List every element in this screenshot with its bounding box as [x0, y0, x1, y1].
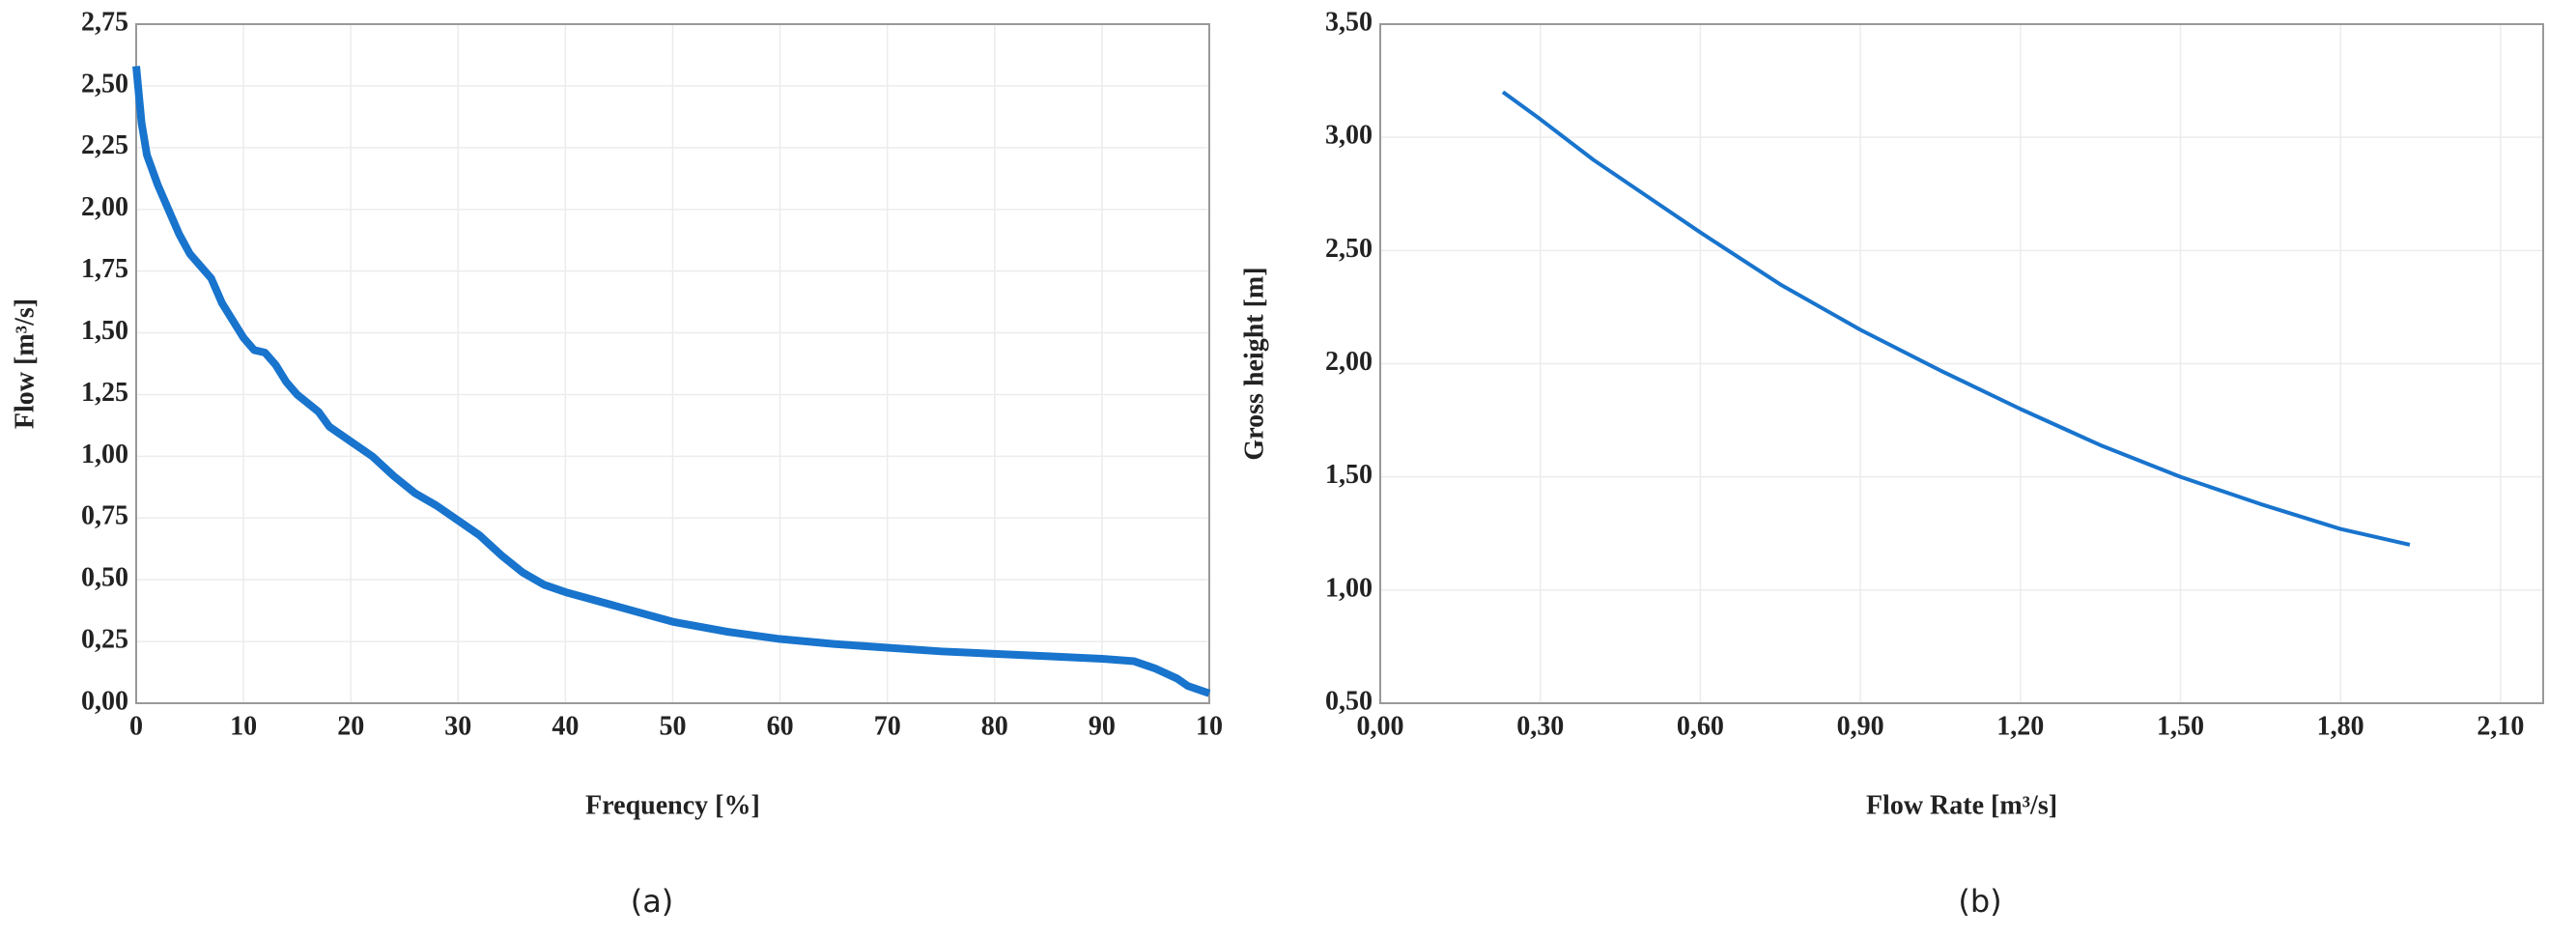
y-tick-label: 0,50 — [81, 563, 128, 593]
y-tick-label: 1,50 — [1325, 460, 1373, 490]
y-tick-label: 2,50 — [81, 69, 128, 99]
data-line — [132, 66, 1211, 697]
x-tick-label: 0,60 — [1677, 711, 1724, 741]
y-tick-label: 0,00 — [81, 686, 128, 716]
x-tick-label: 90 — [1089, 711, 1116, 741]
y-tick-label: 1,50 — [81, 316, 128, 346]
y-tick-label: 1,00 — [1325, 573, 1373, 603]
x-tick-label: 30 — [444, 711, 471, 741]
x-tick-label: 50 — [660, 711, 687, 741]
x-tick-label: 1,20 — [1996, 711, 2044, 741]
y-tick-label: 1,25 — [81, 378, 128, 408]
y-tick-label: 0,25 — [81, 625, 128, 655]
plot-frame — [135, 23, 1210, 704]
y-tick-label: 3,00 — [1325, 121, 1373, 151]
y-tick-label: 2,25 — [81, 130, 128, 160]
x-tick-label: 0,90 — [1837, 711, 1884, 741]
x-tick-label: 0,30 — [1516, 711, 1564, 741]
x-tick-label: 0 — [129, 711, 143, 741]
x-tick-label: 70 — [874, 711, 901, 741]
y-tick-label: 2,00 — [81, 192, 128, 222]
x-axis-title: Flow Rate [m³/s] — [1866, 790, 2057, 820]
y-tick-label: 2,75 — [81, 7, 128, 37]
x-tick-label: 20 — [337, 711, 364, 741]
y-tick-label: 2,50 — [1325, 234, 1373, 264]
y-tick-label: 2,00 — [1325, 347, 1373, 377]
caption: (b) — [1958, 883, 2001, 920]
x-tick-label: 60 — [767, 711, 794, 741]
x-tick-label: 80 — [981, 711, 1008, 741]
plot-frame — [1379, 23, 2544, 704]
y-tick-label: 1,00 — [81, 440, 128, 469]
x-tick-label: 0,00 — [1357, 711, 1404, 741]
x-tick-label: 2,10 — [2477, 711, 2524, 741]
x-tick-label: 10 — [230, 711, 257, 741]
x-axis-title: Frequency [%] — [585, 790, 760, 820]
y-tick-label: 1,75 — [81, 254, 128, 284]
y-axis-title: Gross height [m] — [1239, 267, 1269, 460]
x-tick-label: 1,50 — [2157, 711, 2204, 741]
x-tick-label: 40 — [552, 711, 579, 741]
y-tick-label: 3,50 — [1325, 7, 1373, 37]
x-tick-label: 10 — [1196, 711, 1223, 741]
data-line — [1501, 90, 2411, 547]
caption: (a) — [631, 883, 674, 920]
y-tick-label: 0,50 — [1325, 686, 1373, 716]
y-axis-title: Flow [m³/s] — [10, 298, 40, 429]
y-tick-label: 0,75 — [81, 501, 128, 531]
x-tick-label: 1,80 — [2317, 711, 2364, 741]
